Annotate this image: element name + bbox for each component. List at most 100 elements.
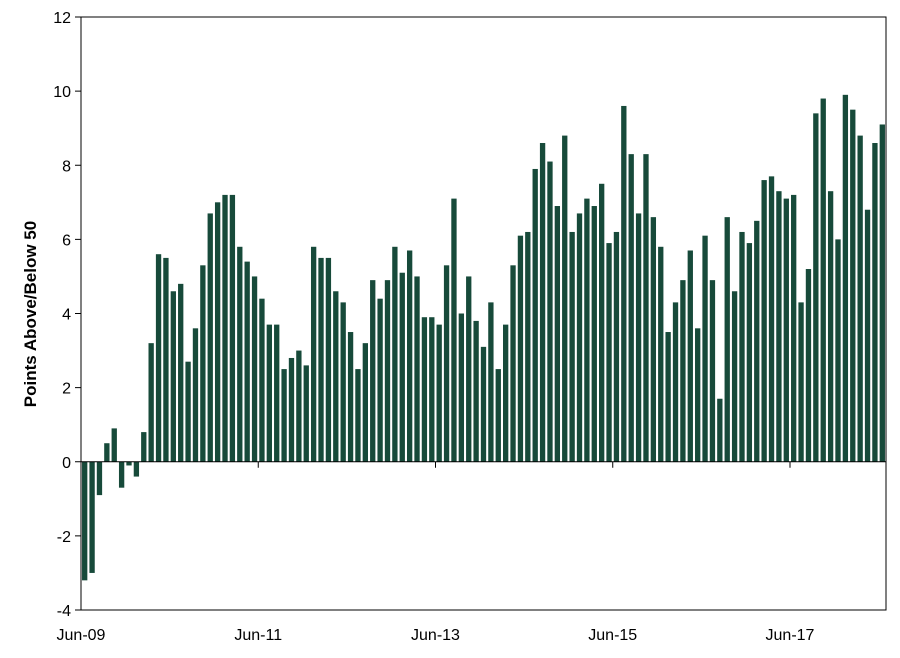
bar bbox=[466, 276, 472, 462]
bar bbox=[842, 94, 849, 462]
bar bbox=[517, 235, 524, 462]
bar bbox=[251, 276, 258, 462]
bar bbox=[451, 198, 457, 462]
bar bbox=[510, 265, 516, 462]
bar bbox=[621, 105, 627, 462]
axes-group: -4 -2 0 2 4 6 8 10 12 Jun-09 Jun-11 Jun-13 Jun-15 Jun… bbox=[53, 10, 887, 644]
bar bbox=[207, 213, 213, 462]
bar bbox=[104, 443, 110, 462]
bar bbox=[606, 243, 612, 462]
bar bbox=[680, 280, 686, 462]
bar bbox=[237, 246, 243, 462]
bar bbox=[141, 432, 147, 462]
bar bbox=[281, 369, 287, 462]
y-tick-label: 6 bbox=[62, 232, 71, 249]
bar bbox=[214, 202, 221, 462]
x-tick-label: Jun-11 bbox=[234, 627, 282, 644]
bar bbox=[318, 257, 324, 462]
bars-group bbox=[82, 94, 885, 581]
bar bbox=[731, 291, 738, 462]
bar bbox=[584, 198, 590, 462]
bar bbox=[340, 302, 346, 462]
bar bbox=[170, 291, 176, 462]
bar bbox=[805, 269, 812, 462]
bar bbox=[687, 250, 693, 462]
bar bbox=[392, 246, 398, 462]
bar bbox=[370, 280, 376, 462]
bar bbox=[229, 194, 236, 462]
bar bbox=[547, 161, 553, 462]
bar bbox=[303, 365, 309, 462]
bar bbox=[377, 298, 383, 462]
bar bbox=[695, 328, 701, 462]
bar bbox=[761, 180, 767, 462]
bar bbox=[200, 265, 206, 462]
bar bbox=[739, 231, 745, 462]
y-axis-title: Points Above/Below 50 bbox=[21, 221, 40, 407]
bar bbox=[569, 231, 575, 462]
bar bbox=[813, 113, 819, 462]
bar bbox=[155, 254, 162, 462]
bar bbox=[495, 369, 501, 462]
bar bbox=[783, 198, 789, 462]
bar bbox=[266, 324, 272, 462]
bar bbox=[754, 220, 760, 462]
bar bbox=[259, 298, 265, 462]
bar bbox=[525, 231, 531, 462]
y-tick-label: -4 bbox=[57, 603, 71, 620]
bar bbox=[148, 343, 154, 462]
bar bbox=[864, 209, 871, 462]
bar bbox=[333, 291, 339, 462]
bar bbox=[355, 369, 361, 462]
bar bbox=[798, 302, 804, 462]
bar bbox=[746, 243, 753, 462]
bar bbox=[480, 346, 487, 462]
bar bbox=[672, 302, 679, 462]
bar bbox=[857, 135, 863, 462]
bar bbox=[310, 246, 317, 462]
bar bbox=[111, 428, 117, 462]
bar bbox=[244, 261, 250, 462]
bar bbox=[399, 272, 405, 462]
bar bbox=[436, 324, 442, 462]
bar bbox=[827, 191, 834, 462]
bar bbox=[325, 257, 332, 462]
bar bbox=[658, 246, 664, 462]
bar bbox=[96, 461, 103, 496]
bar bbox=[347, 332, 354, 462]
bar bbox=[850, 109, 856, 462]
bar bbox=[473, 320, 479, 462]
y-tick-label: 8 bbox=[62, 158, 71, 175]
bar bbox=[724, 217, 730, 462]
bar bbox=[665, 332, 671, 462]
y-tick-label: 0 bbox=[62, 455, 71, 472]
bar bbox=[532, 168, 538, 462]
bar bbox=[296, 350, 302, 462]
bar bbox=[591, 206, 597, 462]
bar bbox=[503, 324, 509, 462]
bar bbox=[717, 398, 723, 462]
bar bbox=[274, 324, 280, 462]
bar bbox=[82, 461, 88, 581]
bar bbox=[643, 154, 649, 462]
bar bbox=[488, 302, 494, 462]
bar bbox=[702, 235, 708, 462]
y-tick-label: 4 bbox=[62, 307, 71, 324]
bar bbox=[421, 317, 428, 462]
y-tick-label: 12 bbox=[53, 10, 71, 27]
bar bbox=[118, 461, 125, 488]
bar bbox=[776, 191, 782, 462]
x-tick-label: Jun-15 bbox=[588, 627, 637, 644]
x-tick-label: Jun-17 bbox=[766, 627, 815, 644]
bar bbox=[576, 213, 583, 462]
bar bbox=[443, 265, 450, 462]
bar bbox=[126, 461, 132, 466]
x-tick-label: Jun-13 bbox=[411, 627, 460, 644]
bar bbox=[414, 276, 420, 462]
bar bbox=[879, 124, 885, 462]
bar bbox=[791, 194, 797, 462]
bar bbox=[613, 231, 620, 462]
bar bbox=[429, 317, 435, 462]
y-tick-label: 10 bbox=[53, 84, 71, 101]
